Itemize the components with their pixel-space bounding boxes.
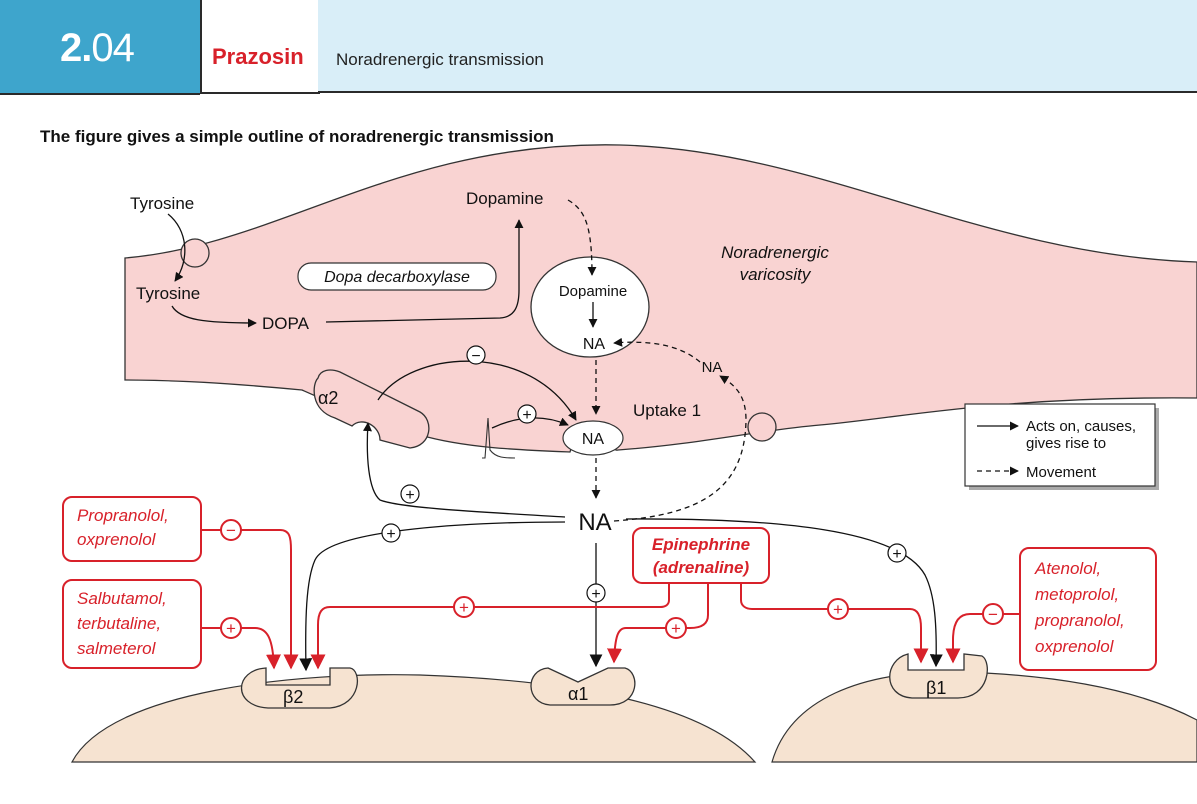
chapter-number: 2.04 xyxy=(60,26,135,70)
uptake-label: Uptake 1 xyxy=(633,401,701,420)
tyrosine-to-dopa-arrow xyxy=(171,305,257,328)
action-potential-plus-label: + xyxy=(522,407,531,424)
reuptake-arrow xyxy=(613,375,747,522)
cleft-na-label: NA xyxy=(578,509,611,536)
tyrosine-outside-label: Tyrosine xyxy=(130,194,194,213)
alpha2-label: α2 xyxy=(318,388,338,408)
salbutamol-plus-label: + xyxy=(226,619,236,638)
atenolol-minus-sign xyxy=(982,603,1004,625)
epinephrine-beta2-plus-label: + xyxy=(459,598,469,617)
alpha2-minus-sign xyxy=(466,345,486,365)
na-beta1-plus-sign xyxy=(887,543,907,563)
epinephrine-line2: (adrenaline) xyxy=(653,558,750,577)
legend-solid-label-line1: Acts on, causes, xyxy=(1026,418,1136,435)
alpha2-receptor xyxy=(313,369,430,449)
vesicle-na-label: NA xyxy=(583,336,606,353)
postsynaptic-cell-right xyxy=(771,671,1197,763)
epinephrine-to-alpha1-arrow xyxy=(607,583,709,664)
uptake1-transporter xyxy=(747,412,777,442)
beta2-receptor xyxy=(241,667,358,709)
released-na-bubble xyxy=(562,420,624,456)
chapter-badge: 2.04 xyxy=(0,0,200,95)
atenolol-box xyxy=(1019,547,1157,671)
recycled-na-label: NA xyxy=(702,359,723,376)
salbutamol-line3: salmeterol xyxy=(77,639,157,658)
propranolol-minus-label: − xyxy=(226,521,236,540)
na-alpha1-plus-sign xyxy=(586,583,606,603)
na-beta1-plus-label: + xyxy=(892,546,901,563)
tyrosine-transporter xyxy=(180,238,210,268)
tyrosine-uptake-arrow xyxy=(167,213,186,282)
varicosity-label-line2: varicosity xyxy=(740,265,812,284)
legend-solid-label-line2: gives rise to xyxy=(1026,435,1106,452)
dopa-label: DOPA xyxy=(262,314,310,333)
figure-caption: The figure gives a simple outline of nor… xyxy=(40,127,554,146)
atenolol-line4: oxprenolol xyxy=(1035,637,1115,656)
propranolol-minus-sign xyxy=(220,519,242,541)
atenolol-line1: Atenolol, xyxy=(1034,559,1101,578)
na-to-alpha2-arrow xyxy=(363,422,566,518)
synaptic-vesicle xyxy=(530,256,650,358)
legend-dashed-label: Movement xyxy=(1026,464,1097,481)
vesicle-dopamine-label: Dopamine xyxy=(559,283,627,300)
page-header: 2.04 Prazosin Noradrenergic transmission xyxy=(0,0,1197,95)
atenolol-minus-label: − xyxy=(988,605,998,624)
salbutamol-plus-sign xyxy=(220,617,242,639)
section-title: Noradrenergic transmission xyxy=(336,50,544,69)
atenolol-line2: metoprolol, xyxy=(1035,585,1119,604)
enzyme-box xyxy=(297,262,497,291)
alpha1-receptor xyxy=(530,667,636,706)
tyrosine-inside-label: Tyrosine xyxy=(136,284,200,303)
na-alpha2-plus-label: + xyxy=(405,487,414,504)
salbutamol-to-beta2-arrow xyxy=(201,627,282,670)
section-title-box: Noradrenergic transmission xyxy=(318,0,1197,93)
varicosity-label-line1: Noradrenergic xyxy=(721,243,829,262)
epinephrine-beta2-plus-sign xyxy=(453,596,475,618)
salbutamol-line1: Salbutamol, xyxy=(77,589,167,608)
epinephrine-alpha1-plus-sign xyxy=(665,617,687,639)
salbutamol-box xyxy=(62,579,202,669)
dopa-to-dopamine-arrow xyxy=(325,219,524,323)
released-na-label: NA xyxy=(582,431,605,448)
salbutamol-line2: terbutaline, xyxy=(77,614,161,633)
atenolol-to-beta1-arrow xyxy=(945,613,1020,664)
alpha1-label: α1 xyxy=(568,684,588,704)
propranolol-line1: Propranolol, xyxy=(77,506,169,525)
propranolol-line2: oxprenolol xyxy=(77,530,157,549)
na-beta2-plus-sign xyxy=(381,523,401,543)
epinephrine-beta1-plus-sign xyxy=(827,598,849,620)
epinephrine-to-beta2-arrow xyxy=(310,583,670,670)
dopamine-to-vesicle-arrow xyxy=(567,199,597,276)
beta2-label: β2 xyxy=(283,687,303,707)
alpha2-minus-label: − xyxy=(471,348,480,365)
drug-title: Prazosin xyxy=(212,44,304,69)
epinephrine-line1: Epinephrine xyxy=(652,535,750,554)
epinephrine-alpha1-plus-label: + xyxy=(671,619,681,638)
action-potential-trace xyxy=(482,417,516,459)
epinephrine-box xyxy=(632,527,770,584)
na-alpha1-plus-label: + xyxy=(591,586,600,603)
beta1-receptor xyxy=(889,653,988,699)
postsynaptic-cell-left xyxy=(71,674,757,763)
na-to-beta2-arrow xyxy=(299,521,566,672)
atenolol-line3: propranolol, xyxy=(1034,611,1125,630)
na-beta2-plus-label: + xyxy=(386,526,395,543)
legend-box xyxy=(964,403,1156,487)
dopamine-outside-label: Dopamine xyxy=(466,189,544,208)
na-alpha2-plus-sign xyxy=(400,484,420,504)
action-potential-plus-sign xyxy=(517,404,537,424)
enzyme-label: Dopa decarboxylase xyxy=(324,269,470,286)
beta1-label: β1 xyxy=(926,678,946,698)
epinephrine-beta1-plus-label: + xyxy=(833,600,843,619)
propranolol-to-beta2-arrow xyxy=(201,529,299,670)
epinephrine-to-beta1-arrow xyxy=(740,583,929,664)
